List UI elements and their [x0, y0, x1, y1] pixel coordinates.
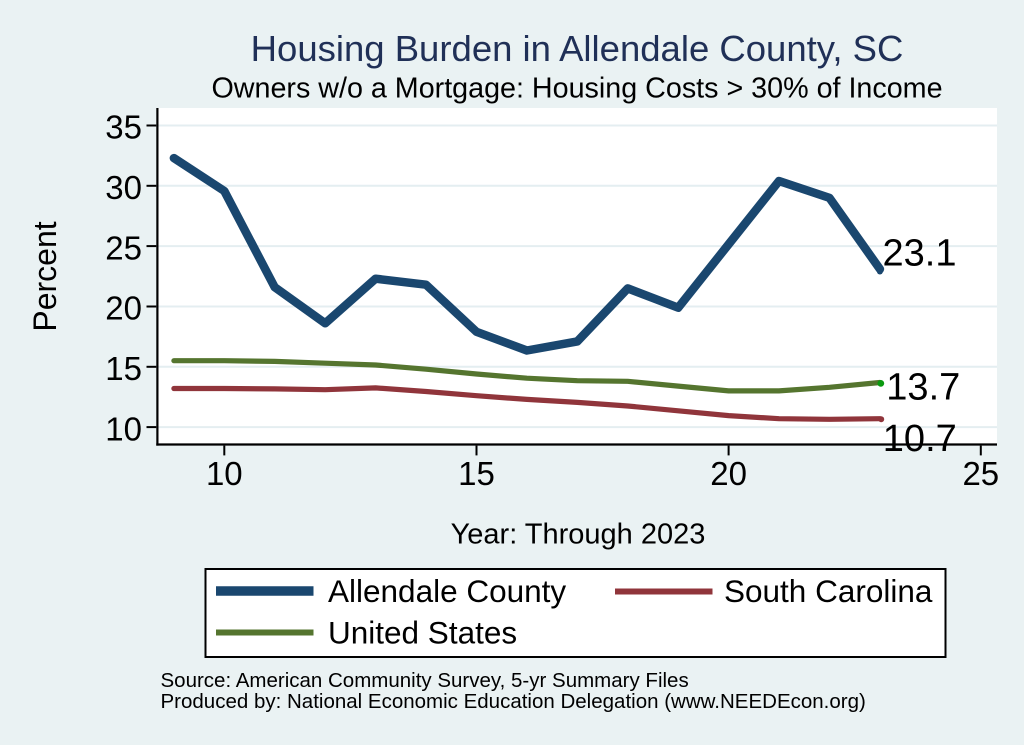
svg-text:10: 10 [206, 455, 243, 492]
svg-text:15: 15 [105, 350, 142, 387]
svg-text:25: 25 [962, 455, 999, 492]
svg-text:25: 25 [105, 229, 142, 266]
svg-text:15: 15 [458, 455, 495, 492]
svg-text:20: 20 [710, 455, 747, 492]
svg-text:Owners w/o a Mortgage: Housing: Owners w/o a Mortgage: Housing Costs > 3… [211, 73, 942, 105]
svg-text:Source: American Community Sur: Source: American Community Survey, 5-yr … [161, 669, 689, 692]
svg-text:20: 20 [105, 290, 142, 327]
svg-text:United States: United States [328, 615, 517, 651]
svg-text:13.7: 13.7 [886, 366, 960, 408]
svg-text:23.1: 23.1 [883, 233, 957, 275]
svg-text:10.7: 10.7 [883, 418, 957, 460]
svg-text:35: 35 [105, 109, 142, 146]
svg-text:Year: Through 2023: Year: Through 2023 [451, 519, 706, 551]
svg-text:South Carolina: South Carolina [724, 573, 933, 609]
svg-text:Percent: Percent [27, 221, 63, 331]
svg-text:Produced by: National Economic: Produced by: National Economic Education… [161, 690, 866, 713]
svg-text:10: 10 [105, 410, 142, 447]
svg-text:Allendale County: Allendale County [328, 573, 566, 609]
svg-text:Housing Burden in Allendale Co: Housing Burden in Allendale County, SC [251, 28, 904, 69]
svg-text:30: 30 [105, 169, 142, 206]
